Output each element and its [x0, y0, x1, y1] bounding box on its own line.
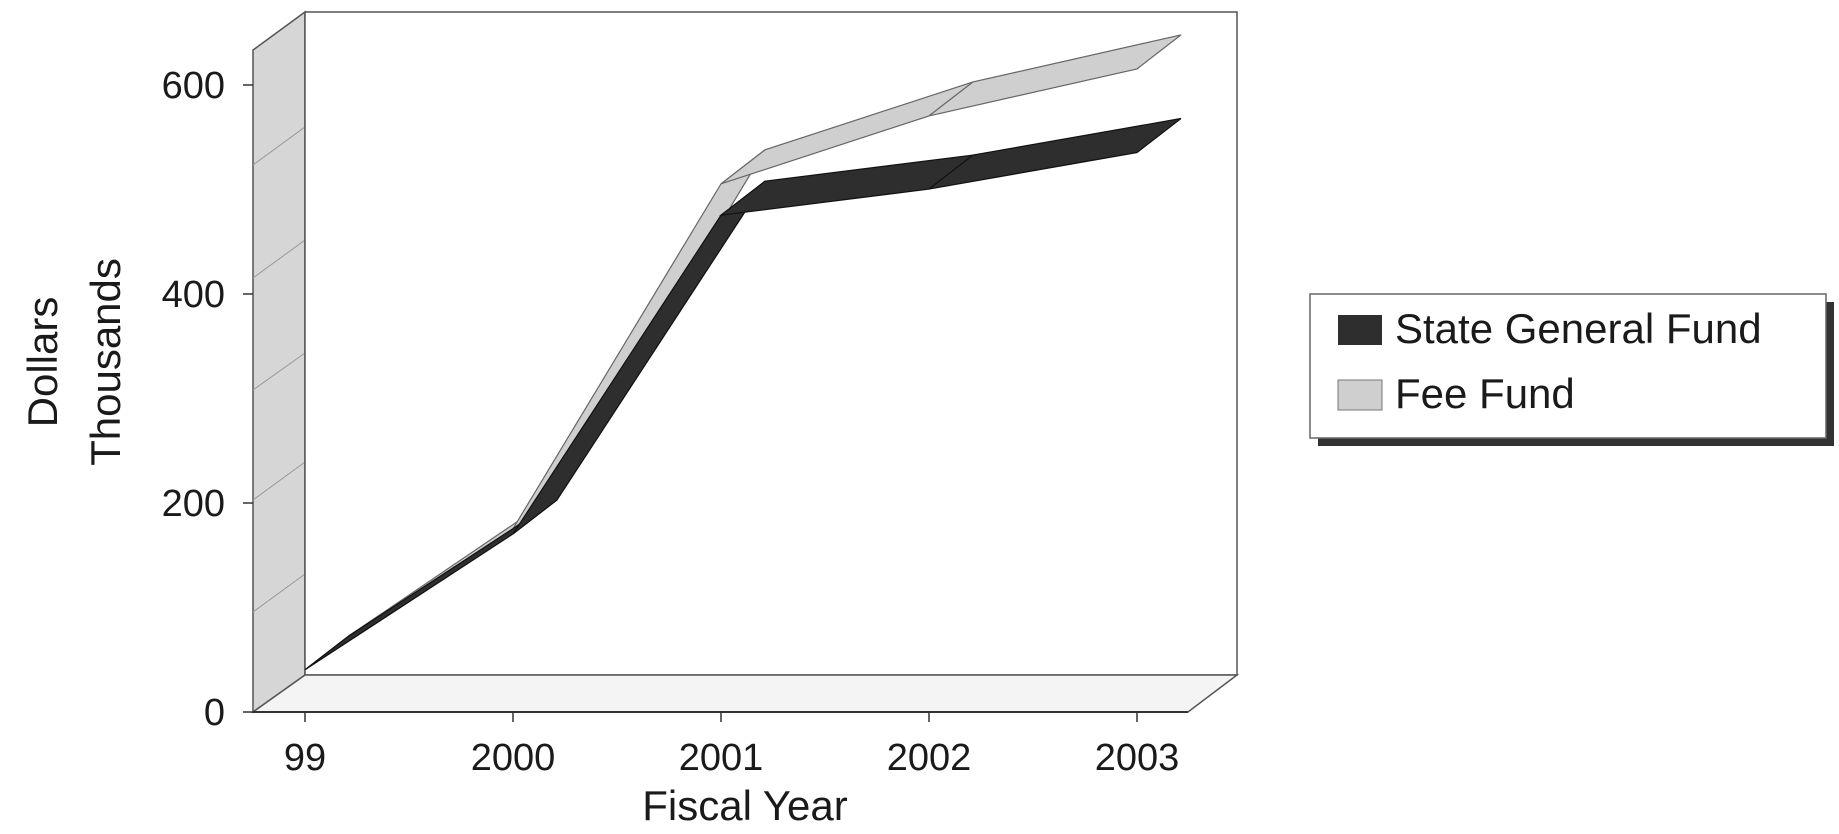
legend-box	[1309, 293, 1827, 439]
left-wall-stripe	[252, 461, 306, 501]
legend: State General Fund Fee Fund	[1309, 293, 1834, 446]
x-tick-label: 2003	[1095, 737, 1180, 779]
left-wall	[252, 10, 306, 714]
x-tick-label: 2001	[679, 737, 764, 779]
legend-label-state-general-fund: State General Fund	[1395, 305, 1762, 352]
ribbon-segment-fee-fund	[928, 34, 1182, 117]
left-wall-stripe	[252, 126, 306, 166]
y-axis-title-line1: Dollars	[19, 297, 66, 428]
y-tick-label: 0	[204, 692, 225, 734]
y-axis: 0 200 400 600	[162, 65, 253, 734]
x-tick-label: 99	[284, 737, 326, 779]
left-wall-stripe	[252, 239, 306, 279]
y-tick-label: 400	[162, 274, 225, 316]
left-wall-stripe	[252, 352, 306, 391]
legend-swatch-fee-fund	[1337, 379, 1383, 411]
floor	[250, 674, 1240, 713]
y-axis-title-line2: Thousands	[82, 258, 129, 466]
y-tick-label: 200	[162, 483, 225, 525]
x-tick-label: 2002	[887, 737, 972, 779]
x-tick-label: 2000	[471, 737, 556, 779]
ribbon-segment-state-general-fund	[928, 117, 1182, 190]
legend-label-fee-fund: Fee Fund	[1395, 370, 1575, 417]
x-axis: 99 2000 2001 2002 2003	[284, 712, 1179, 779]
left-wall-stripe	[252, 573, 306, 613]
x-axis-title: Fiscal Year	[642, 782, 847, 829]
y-tick-label: 600	[162, 65, 225, 107]
series-ribbons	[304, 34, 1182, 671]
legend-swatch-state-general-fund	[1338, 315, 1382, 345]
